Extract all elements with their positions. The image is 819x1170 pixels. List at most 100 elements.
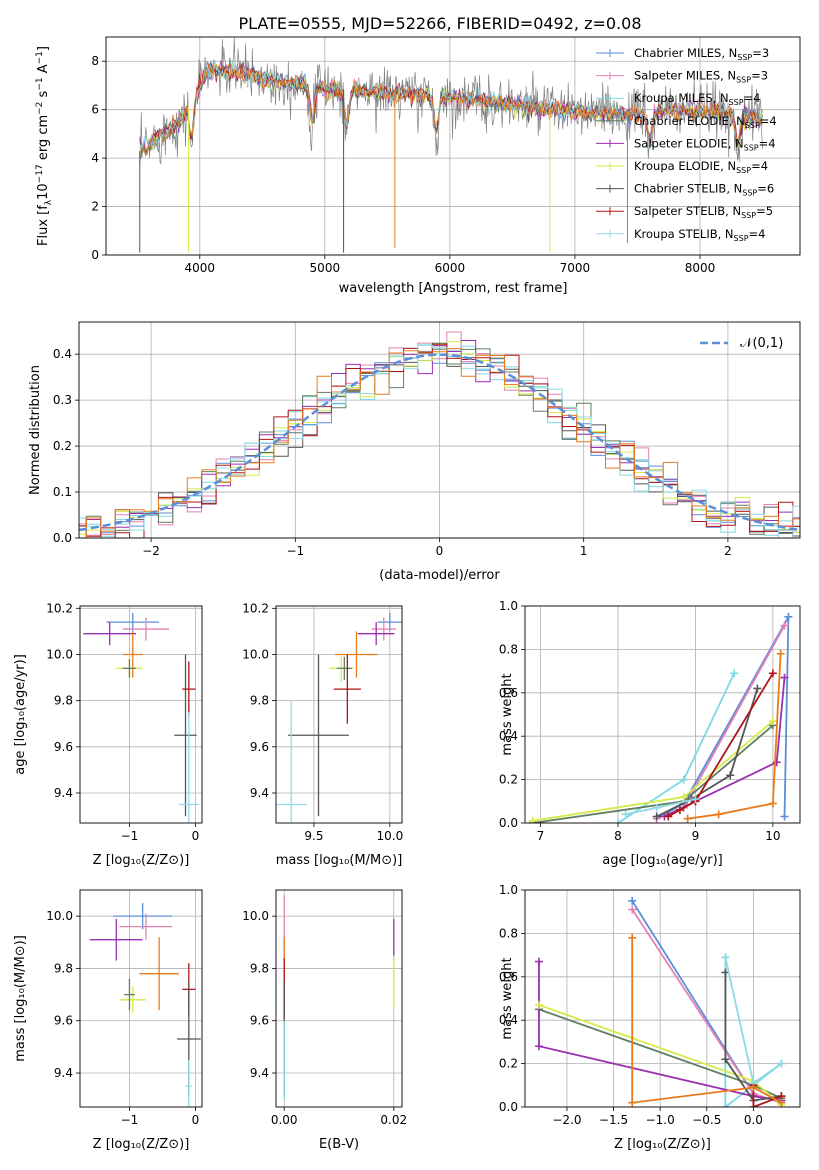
legend-label-name: Chabrier MILES, N bbox=[634, 46, 737, 60]
z-weight-series-line bbox=[724, 972, 782, 1102]
z-weight-marker bbox=[749, 1103, 758, 1107]
z-weight-marker bbox=[721, 1103, 730, 1107]
age-weight-xtick-label: 10 bbox=[765, 829, 780, 843]
ebv-mass-xlabel: E(B-V) bbox=[319, 1137, 359, 1152]
legend-label-name: Chabrier STELIB, N bbox=[634, 182, 742, 196]
legend-label-sub: SSP bbox=[744, 143, 759, 152]
spectrum-axes: 4000 5000 6000 7000 8000 0 2 4 6 8 wavelength [Ang… bbox=[35, 36, 801, 296]
mass-age-ytick-label: 10.0 bbox=[242, 647, 269, 661]
age-weight-marker bbox=[768, 717, 777, 726]
z-weight-marker bbox=[628, 905, 637, 914]
z-weight-xtick-label: −2.0 bbox=[552, 1113, 581, 1127]
age-weight-marker bbox=[679, 775, 688, 784]
z-weight-xtick-label: −0.5 bbox=[692, 1113, 721, 1127]
age-weight-marker bbox=[621, 810, 630, 819]
spectrum-ylabel: Flux [fλ10−17 erg cm−2 s−1 A−1] bbox=[35, 46, 54, 246]
ebv-mass-xtick-label: 0.02 bbox=[380, 1113, 407, 1127]
z-age-frame bbox=[79, 605, 203, 824]
spectrum-ytick-label: 8 bbox=[91, 54, 99, 68]
z-weight-marker bbox=[534, 957, 543, 966]
legend-label: Salpeter ELODIE, NSSP=4 bbox=[634, 136, 776, 152]
mass-age-ytick-label: 9.4 bbox=[250, 786, 269, 800]
legend-label: Salpeter MILES, NSSP=3 bbox=[634, 69, 768, 85]
age-weight-series-line bbox=[656, 688, 759, 818]
age-weight-marker bbox=[768, 669, 777, 678]
z-age-xlabel: Z [log₁₀(Z/Z⊙)] bbox=[93, 853, 190, 868]
z-mass-ytick-label: 10.0 bbox=[46, 909, 73, 923]
spectrum-ylabel-part: λ bbox=[44, 199, 54, 205]
z-weight-marker bbox=[534, 1001, 543, 1010]
mass-age-ytick-label: 9.8 bbox=[250, 694, 269, 708]
legend-label-name: Chabrier ELODIE, N bbox=[634, 114, 745, 128]
age-weight-marker bbox=[683, 814, 692, 823]
spectrum-ytick-label: 4 bbox=[91, 151, 99, 165]
spectrum-ytick-label: 0 bbox=[91, 248, 99, 262]
mass-age-data bbox=[276, 612, 402, 823]
z-weight-marker bbox=[721, 953, 730, 962]
z-age-ylabel: age [log₁₀(age/yr)] bbox=[13, 654, 28, 775]
legend-label-sub: SSP bbox=[734, 234, 749, 243]
spectrum-xtick-label: 8000 bbox=[685, 261, 716, 275]
z-weight-ylabel: mass weight bbox=[500, 957, 515, 1039]
spectrum-xtick-label: 5000 bbox=[310, 261, 341, 275]
legend-label-n: =4 bbox=[759, 136, 776, 150]
spectrum-xtick-label: 6000 bbox=[435, 261, 466, 275]
z-weight-marker bbox=[777, 1059, 786, 1068]
z-weight-xtick-label: 0.0 bbox=[744, 1113, 763, 1127]
age-weight-marker bbox=[613, 819, 622, 823]
z-weight-marker bbox=[721, 1055, 730, 1064]
age-weight-marker bbox=[714, 810, 723, 819]
spectrum-ylabel-part: 10 bbox=[36, 183, 51, 200]
residuals-ytick-label: 0.2 bbox=[53, 439, 72, 453]
spectrum-ytick-label: 6 bbox=[91, 103, 99, 117]
legend-label-n: =3 bbox=[752, 46, 769, 60]
residuals-axes: −2 −1 0 1 2 0.0 0.1 0.2 0.3 0.4 (data-model)/error… bbox=[28, 321, 801, 583]
age-weight-marker bbox=[780, 812, 789, 821]
residuals-data bbox=[79, 331, 800, 538]
spectrum-ylabel-part: Flux [f bbox=[36, 205, 51, 246]
age-weight-marker bbox=[753, 684, 762, 693]
spectrum-ylabel-part: erg cm bbox=[36, 115, 51, 164]
age-weight-series-line bbox=[664, 677, 786, 818]
age-weight-frame bbox=[524, 605, 801, 824]
z-mass-data bbox=[89, 903, 201, 1107]
z-mass-ylabel: mass [log₁₀(M/M⊙)] bbox=[13, 935, 28, 1062]
legend-label-n: =4 bbox=[749, 227, 766, 241]
age-weight-ytick-label: 0.8 bbox=[499, 642, 518, 656]
legend-label: Chabrier MILES, NSSP=3 bbox=[634, 46, 769, 62]
age-weight-marker bbox=[691, 795, 700, 804]
z-mass-xtick-label: −1 bbox=[121, 1113, 139, 1127]
spectrum-ylabel-part: −17 bbox=[35, 164, 45, 183]
spectrum-xtick-label: 4000 bbox=[185, 261, 216, 275]
legend-label: Chabrier STELIB, NSSP=6 bbox=[634, 182, 774, 198]
legend-label-n: =4 bbox=[744, 91, 761, 105]
mass-age-ytick-label: 9.6 bbox=[250, 740, 269, 754]
residuals-ylabel: Normed distribution bbox=[28, 365, 43, 495]
legend-label-name: Salpeter STELIB, N bbox=[634, 204, 741, 218]
z-weight-data bbox=[534, 896, 786, 1107]
ebv-mass-frame bbox=[275, 889, 403, 1108]
mass-age-xlabel: mass [log₁₀(M/M⊙)] bbox=[276, 853, 403, 868]
age-weight-marker bbox=[784, 612, 793, 621]
age-weight-marker bbox=[664, 812, 673, 821]
z-mass-ytick-label: 9.4 bbox=[54, 1066, 73, 1080]
z-weight-xlabel: Z [log₁₀(Z/Z⊙)] bbox=[614, 1137, 711, 1152]
residual-histogram bbox=[79, 344, 800, 537]
spectrum-ytick-label: 2 bbox=[91, 200, 99, 214]
age-weight-ytick-label: 0.6 bbox=[499, 686, 518, 700]
legend-label-sub: SSP bbox=[742, 189, 757, 198]
legend-label: Chabrier ELODIE, NSSP=4 bbox=[634, 114, 777, 130]
z-age-ytick-label: 9.4 bbox=[54, 786, 73, 800]
z-weight-marker bbox=[628, 1098, 637, 1107]
residuals-xtick-label: −1 bbox=[286, 544, 304, 558]
mass-age-xtick-label: 10.0 bbox=[376, 829, 403, 843]
legend-label: Kroupa ELODIE, NSSP=4 bbox=[634, 159, 768, 175]
age-weight-xtick-label: 7 bbox=[537, 829, 545, 843]
legend-label-sub: SSP bbox=[745, 121, 760, 130]
legend-label-n: =5 bbox=[756, 204, 773, 218]
ebv-mass-ytick-label: 9.8 bbox=[250, 961, 269, 975]
age-weight-marker bbox=[772, 758, 781, 767]
spectrum-data bbox=[139, 37, 763, 253]
spectrum-ylabel-part: −1 bbox=[35, 77, 45, 90]
